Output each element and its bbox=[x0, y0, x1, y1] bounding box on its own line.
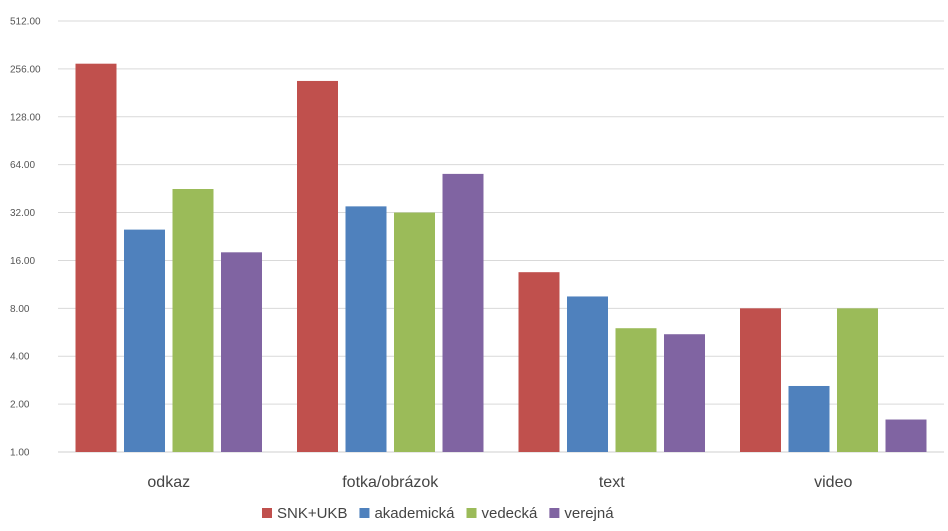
bar bbox=[788, 385, 830, 452]
legend-swatch bbox=[549, 508, 560, 518]
bar bbox=[664, 334, 705, 452]
bar bbox=[345, 206, 387, 452]
bar bbox=[518, 272, 560, 452]
y-tick-label: 256.00 bbox=[10, 64, 41, 75]
bar bbox=[297, 80, 338, 452]
bar bbox=[442, 173, 484, 453]
legend-swatch bbox=[262, 508, 272, 518]
x-axis-ticks: odkaz fotka/obrázok text video bbox=[147, 474, 852, 491]
bar bbox=[885, 419, 927, 452]
legend-label: vedecká bbox=[482, 505, 539, 522]
legend-swatch bbox=[466, 508, 477, 518]
x-tick-label: video bbox=[814, 474, 852, 491]
y-tick-label: 8.00 bbox=[10, 304, 30, 315]
bars bbox=[75, 63, 927, 453]
y-tick-label: 16.00 bbox=[10, 256, 35, 267]
bar bbox=[124, 229, 165, 452]
y-tick-label: 1.00 bbox=[10, 448, 30, 459]
y-tick-label: 128.00 bbox=[10, 112, 41, 123]
legend-swatch bbox=[359, 508, 370, 518]
bar bbox=[837, 308, 878, 452]
x-tick-label: fotka/obrázok bbox=[342, 474, 439, 491]
x-tick-label: text bbox=[599, 474, 625, 491]
bar bbox=[615, 328, 657, 452]
y-axis-ticks: 1.00 2.00 4.00 8.00 16.00 32.00 64.00 128.00 256… bbox=[10, 17, 41, 459]
bar bbox=[567, 296, 608, 452]
y-tick-label: 4.00 bbox=[10, 352, 30, 363]
bar bbox=[75, 63, 117, 452]
y-tick-label: 32.00 bbox=[10, 208, 35, 219]
y-tick-label: 2.00 bbox=[10, 400, 30, 411]
x-tick-label: odkaz bbox=[147, 474, 190, 491]
y-tick-label: 512.00 bbox=[10, 17, 41, 28]
legend-label: verejná bbox=[564, 505, 614, 522]
y-tick-label: 64.00 bbox=[10, 160, 35, 171]
legend: SNK+UKB akademická vedecká verejná bbox=[262, 505, 614, 522]
bar bbox=[221, 252, 262, 452]
bar bbox=[172, 189, 214, 452]
bar bbox=[394, 212, 435, 452]
bar bbox=[740, 308, 781, 452]
legend-label: akademická bbox=[374, 505, 455, 522]
legend-label: SNK+UKB bbox=[277, 505, 347, 522]
